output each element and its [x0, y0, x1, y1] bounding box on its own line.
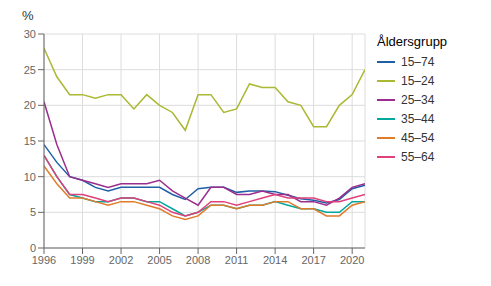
svg-text:10: 10	[24, 171, 36, 183]
svg-text:1999: 1999	[70, 254, 94, 266]
svg-text:2011: 2011	[225, 254, 249, 266]
svg-text:2020: 2020	[340, 254, 364, 266]
svg-text:30: 30	[24, 28, 36, 40]
html-text:15–24: 15–24	[401, 74, 435, 88]
svg-text:0: 0	[30, 242, 36, 254]
svg-text:2008: 2008	[186, 254, 210, 266]
html-text:Åldersgrupp: Åldersgrupp	[377, 34, 448, 49]
svg-text:1996: 1996	[32, 254, 56, 266]
svg-text:2017: 2017	[301, 254, 325, 266]
html-text:35–44: 35–44	[401, 112, 435, 126]
svg-text:15: 15	[24, 135, 36, 147]
svg-text:5: 5	[30, 206, 36, 218]
svg-text:2002: 2002	[109, 254, 133, 266]
html-text:15–74: 15–74	[401, 55, 435, 69]
svg-text:20: 20	[24, 99, 36, 111]
svg-text:25: 25	[24, 64, 36, 76]
svg-text:2014: 2014	[263, 254, 287, 266]
html-text:45–54: 45–54	[401, 131, 435, 145]
svg-text:2005: 2005	[147, 254, 171, 266]
html-text:25–34: 25–34	[401, 93, 435, 107]
html-text:55–64: 55–64	[401, 150, 435, 164]
